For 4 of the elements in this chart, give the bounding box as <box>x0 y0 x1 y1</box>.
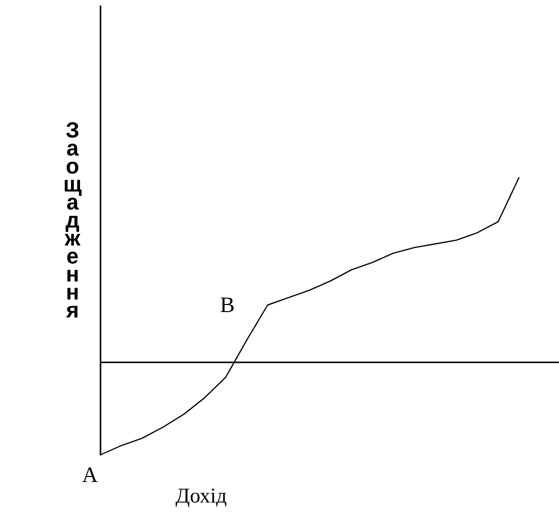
text: A <box>82 462 98 487</box>
text: Заощадження <box>63 118 82 322</box>
x-axis-title: Дохід <box>176 484 228 508</box>
annotation: B <box>220 292 235 317</box>
